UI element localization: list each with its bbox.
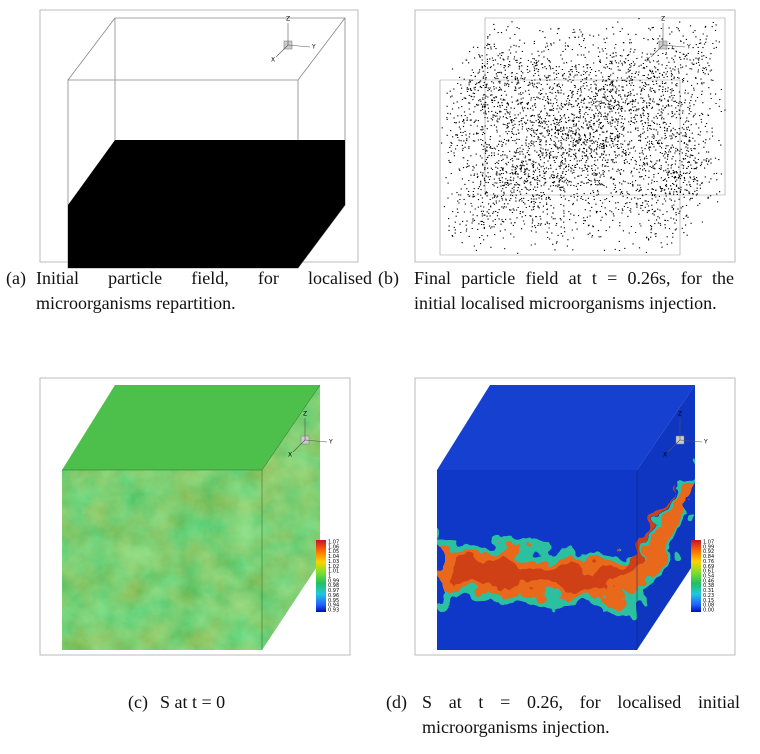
- axis-label: X: [271, 57, 275, 64]
- colorbar-label: 0.99: [328, 578, 339, 584]
- axis-label: Z: [661, 16, 665, 23]
- colorbar-label: 0.15: [703, 598, 714, 604]
- wireframe-cube: [439, 17, 726, 256]
- colorbar-label: 0.46: [703, 578, 714, 584]
- colorbar: [316, 540, 326, 612]
- caption-text: Final particle field at t = 0.26s, for t…: [414, 268, 734, 313]
- colorbar-label: 1.05: [328, 549, 339, 555]
- scalar-cube: [437, 385, 695, 650]
- colorbar-label: 0.54: [703, 574, 714, 580]
- image-frame: [39, 377, 351, 656]
- axis-label: Y: [686, 44, 691, 51]
- axis-label: X: [663, 452, 667, 459]
- colorbar: [691, 540, 701, 612]
- particle-cloud: [441, 18, 726, 254]
- axis-label: Y: [328, 439, 333, 446]
- colorbar-label: 0.98: [328, 583, 339, 589]
- axis-triad-line: [679, 439, 703, 443]
- colorbar-label: 0.96: [328, 593, 339, 599]
- image-frame: [414, 377, 736, 656]
- caption-text: Initial particle field, for localised mi…: [36, 268, 372, 313]
- caption-label: (c): [128, 692, 148, 712]
- colorbar-label: 0.23: [703, 593, 714, 599]
- colorbar-label: 0.38: [703, 583, 714, 589]
- colorbar-label: 1.03: [328, 559, 339, 565]
- colorbar-label: 1.02: [328, 564, 339, 570]
- axis-label: Z: [286, 16, 290, 23]
- axis-triad-line: [304, 439, 328, 443]
- colorbar-label: 1.01: [328, 569, 339, 575]
- colorbar-label: 0.84: [703, 554, 714, 560]
- caption-label: (d): [386, 692, 407, 712]
- caption-text: S at t = 0: [160, 692, 226, 712]
- colorbar-label: 0.61: [703, 569, 714, 575]
- colorbar-label: 0.31: [703, 588, 714, 594]
- caption-label: (a): [6, 268, 26, 288]
- scalar-cube: [62, 384, 321, 650]
- colorbar-label: 0.00: [703, 608, 714, 614]
- axis-label: Z: [678, 411, 682, 418]
- axis-triad-line: [275, 44, 289, 58]
- axis-triad-line: [662, 44, 686, 48]
- caption-text: S at t = 0.26, for localised initial mic…: [422, 692, 740, 737]
- particle-slab: [68, 140, 345, 268]
- colorbar-label: 0.94: [328, 603, 339, 609]
- axis-label: X: [646, 57, 650, 64]
- colorbar-label: 0.69: [703, 564, 714, 570]
- colorbar-label: 0.95: [328, 598, 339, 604]
- axis-triad-line: [667, 439, 681, 453]
- colorbar-label: 1: [328, 574, 331, 580]
- colorbar-label: 1.06: [328, 544, 339, 550]
- colorbar-label: 1.04: [328, 554, 339, 560]
- axis-label: X: [288, 452, 292, 459]
- axis-label: Z: [303, 411, 307, 418]
- colorbar-label: 0.92: [703, 549, 714, 555]
- colorbar-label: 0.93: [328, 608, 339, 614]
- axis-triad-line: [287, 44, 311, 48]
- colorbar-label: 1.07: [703, 540, 714, 546]
- image-frame: [414, 9, 736, 263]
- axis-triad-line: [292, 439, 306, 453]
- colorbar-label: 0.99: [703, 544, 714, 550]
- colorbar-label: 1.07: [328, 540, 339, 546]
- colorbar-label: 0.97: [328, 588, 339, 594]
- axis-label: Y: [703, 439, 708, 446]
- axis-label: Y: [311, 44, 316, 51]
- colorbar-label: 0.08: [703, 603, 714, 609]
- caption-label: (b): [378, 268, 399, 288]
- axis-triad-line: [650, 44, 664, 58]
- colorbar-label: 0.76: [703, 559, 714, 565]
